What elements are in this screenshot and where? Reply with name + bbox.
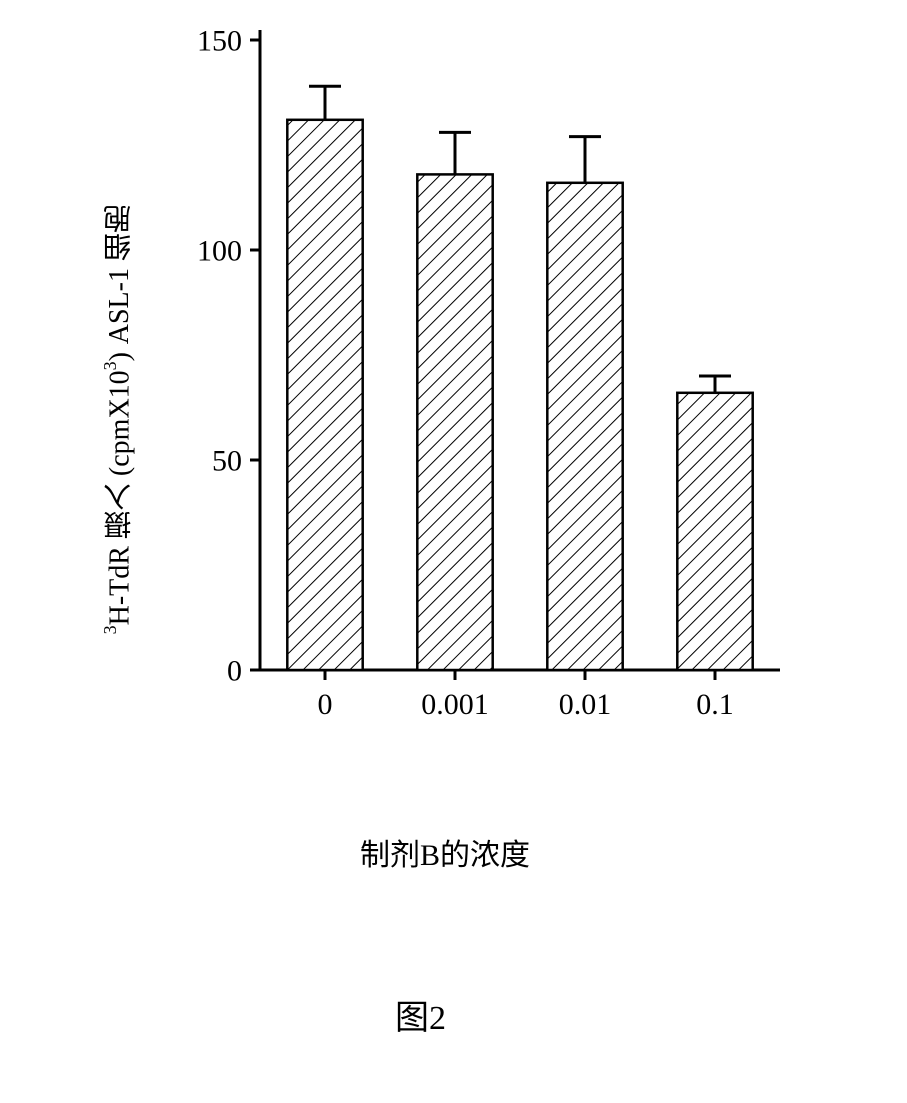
y-axis-label-line2: 3H-TdR 摄入 (cpmX103) (100, 352, 140, 634)
y-axis-label-line1: ASL-1 细胞 (100, 205, 140, 344)
x-axis-label: 制剂B的浓度 (360, 830, 530, 874)
svg-text:0: 0 (318, 688, 333, 721)
svg-text:0.01: 0.01 (559, 688, 612, 721)
svg-text:0: 0 (227, 655, 242, 688)
bar-chart: 0 50 100 150 0 0.001 0.01 0.1 (190, 20, 810, 740)
svg-text:100: 100 (197, 235, 242, 268)
svg-text:0.001: 0.001 (421, 688, 489, 721)
chart-container: ASL-1 细胞 3H-TdR 摄入 (cpmX103) 05010015000… (100, 20, 850, 920)
svg-text:0.1: 0.1 (696, 688, 734, 721)
svg-text:50: 50 (212, 445, 242, 478)
figure-caption: 图2 (395, 990, 446, 1039)
y-axis-label: ASL-1 细胞 3H-TdR 摄入 (cpmX103) (100, 170, 140, 670)
svg-text:150: 150 (197, 25, 242, 58)
